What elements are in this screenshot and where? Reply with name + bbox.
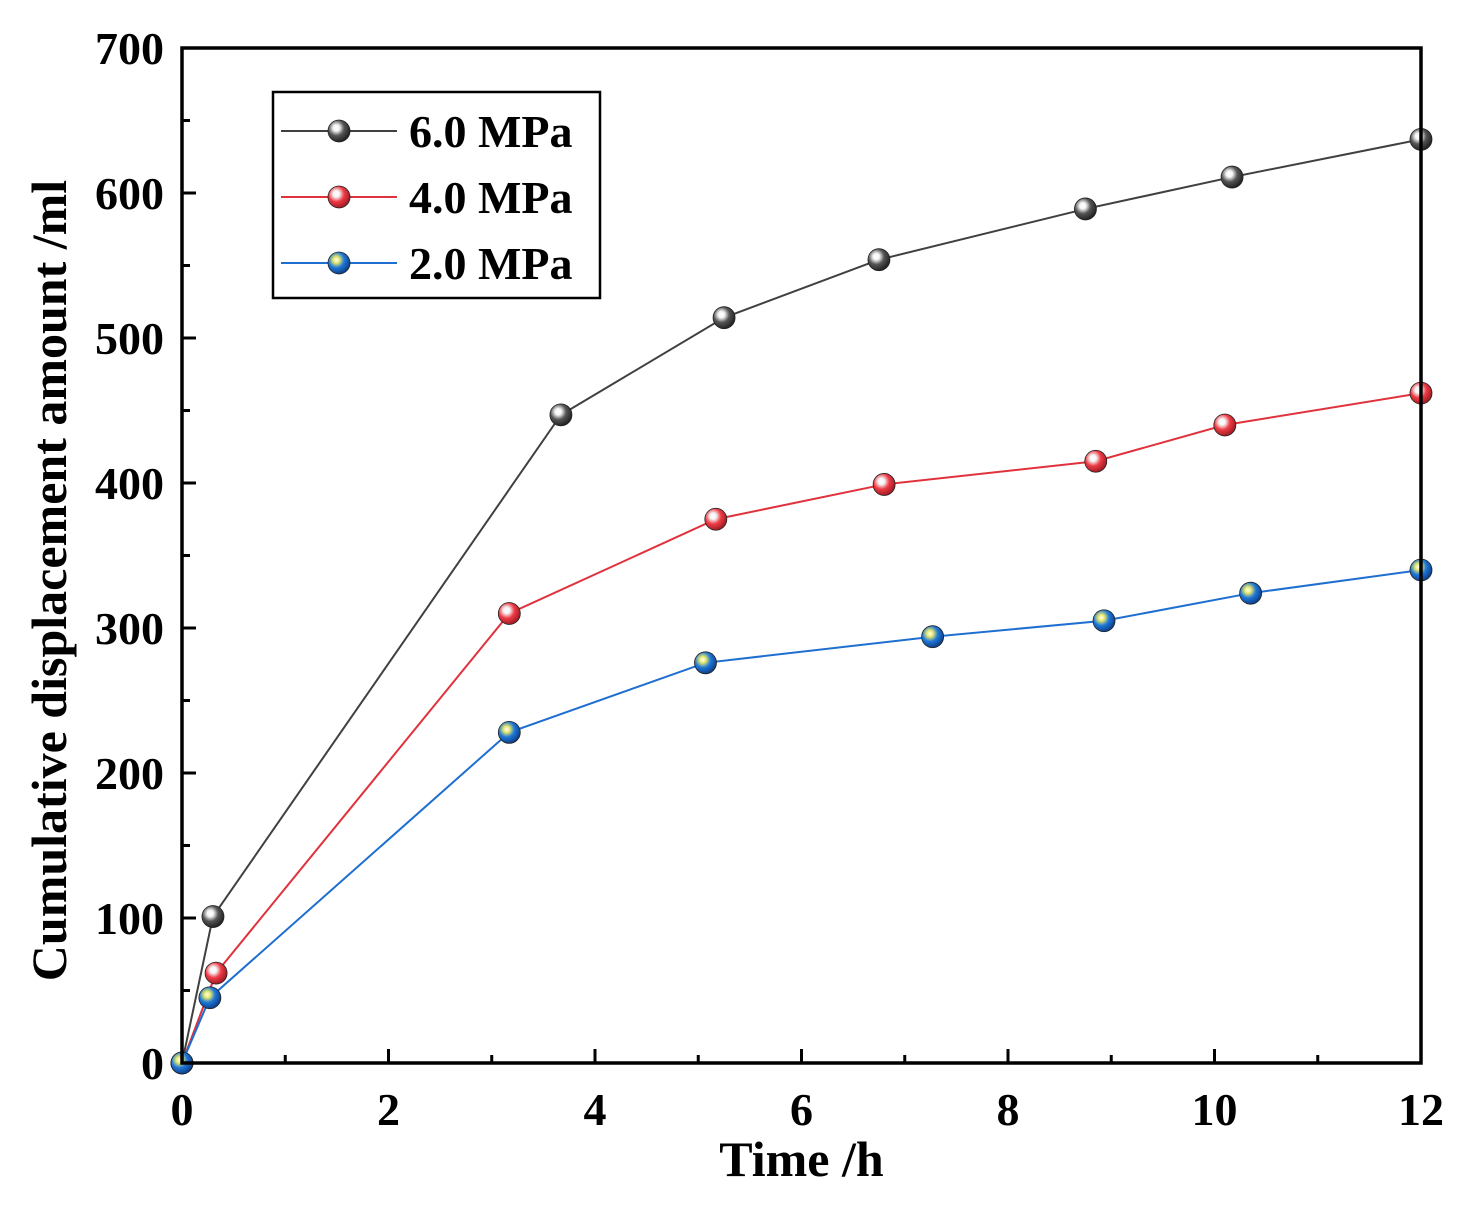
y-tick-label: 400 bbox=[95, 458, 164, 509]
y-tick-label: 600 bbox=[95, 168, 164, 219]
x-tick-label: 8 bbox=[997, 1084, 1020, 1135]
series-line bbox=[181, 138, 1422, 1064]
legend-label: 4.0 MPa bbox=[409, 172, 573, 223]
x-tick-label: 12 bbox=[1398, 1084, 1444, 1135]
data-point bbox=[704, 507, 728, 531]
legend-label: 2.0 MPa bbox=[409, 238, 573, 289]
data-point bbox=[201, 905, 225, 928]
data-point bbox=[867, 248, 891, 272]
legend: 6.0 MPa 4.0 MPa 2.0 MPa bbox=[271, 90, 602, 300]
data-point bbox=[694, 651, 717, 675]
data-point bbox=[1220, 165, 1244, 189]
y-tick-label: 500 bbox=[95, 313, 164, 364]
y-tick-label: 700 bbox=[95, 23, 164, 74]
series-2 bbox=[170, 558, 1433, 1075]
legend-item: 2.0 MPa bbox=[281, 238, 573, 289]
y-tick-label: 300 bbox=[95, 603, 164, 654]
y-axis-title: Cumulative displacement amount /ml bbox=[21, 180, 77, 982]
data-point bbox=[497, 602, 521, 625]
data-point bbox=[872, 473, 896, 496]
data-point bbox=[1084, 449, 1108, 473]
x-tick-label: 4 bbox=[584, 1084, 607, 1135]
x-tick-label: 10 bbox=[1192, 1084, 1238, 1135]
data-point bbox=[497, 721, 521, 744]
legend-marker bbox=[327, 251, 351, 275]
legend-label: 6.0 MPa bbox=[409, 106, 573, 157]
data-point bbox=[1239, 581, 1263, 605]
legend-item: 4.0 MPa bbox=[281, 172, 573, 223]
data-point bbox=[1092, 609, 1116, 633]
legend-marker bbox=[327, 185, 351, 209]
axis-tick-labels: 0 2 4 6 8 10 12 0 100 200 300 400 500 600 700 bbox=[95, 23, 1444, 1135]
data-point bbox=[712, 306, 736, 330]
legend-marker bbox=[327, 119, 351, 143]
y-tick-label: 200 bbox=[95, 748, 164, 799]
axis-ticks bbox=[180, 46, 1423, 1065]
data-point bbox=[921, 625, 945, 649]
legend-item: 6.0 MPa bbox=[281, 106, 573, 157]
y-tick-label: 100 bbox=[95, 893, 164, 944]
data-point bbox=[549, 403, 573, 427]
series-line bbox=[181, 569, 1422, 1064]
x-axis-title: Time /h bbox=[719, 1131, 884, 1187]
data-point bbox=[204, 961, 228, 985]
x-tick-label: 0 bbox=[171, 1084, 194, 1135]
series-layer bbox=[170, 127, 1433, 1075]
data-point bbox=[198, 986, 222, 1010]
y-tick-label: 0 bbox=[141, 1038, 164, 1089]
series-line bbox=[181, 392, 1422, 1064]
x-tick-label: 6 bbox=[790, 1084, 813, 1135]
data-point bbox=[1213, 413, 1237, 437]
data-point bbox=[1074, 197, 1097, 221]
x-tick-label: 2 bbox=[377, 1084, 400, 1135]
